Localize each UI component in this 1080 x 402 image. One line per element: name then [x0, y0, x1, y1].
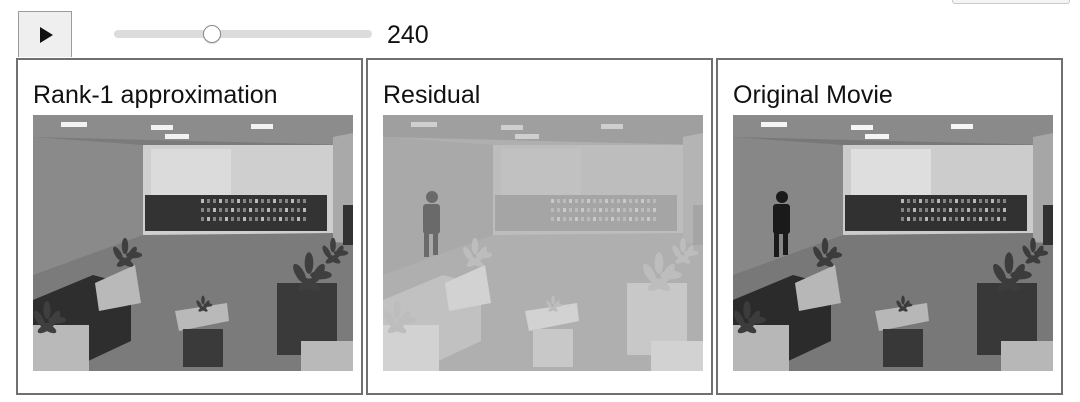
- panel-title: Original Movie: [733, 81, 893, 109]
- slider-thumb[interactable]: [203, 25, 222, 43]
- play-button[interactable]: [18, 11, 72, 57]
- rank1-panel: Rank-1 approximation: [16, 58, 363, 395]
- residual-panel: Residual: [366, 58, 713, 395]
- rank1-frame-image: [33, 115, 353, 371]
- residual-frame-image: [383, 115, 703, 371]
- frame-panels: Rank-1 approximation Residual Original M…: [16, 58, 1063, 395]
- play-icon: [40, 26, 53, 43]
- panel-title: Residual: [383, 81, 481, 109]
- frame-number: 240: [387, 21, 429, 49]
- playback-controls: 240: [0, 0, 1080, 60]
- original-panel: Original Movie: [716, 58, 1063, 395]
- slider-track[interactable]: [114, 30, 372, 38]
- top-right-button[interactable]: [952, 0, 1070, 4]
- panel-title: Rank-1 approximation: [33, 81, 278, 109]
- frame-slider[interactable]: [114, 25, 372, 43]
- original-frame-image: [733, 115, 1053, 371]
